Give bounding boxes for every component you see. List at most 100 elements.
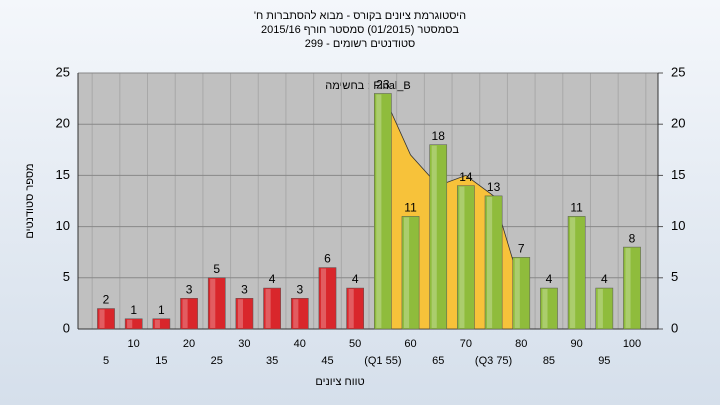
x-tick-label: 80 <box>515 338 527 350</box>
y-tick-label: 15 <box>56 167 70 182</box>
data-label: 4 <box>352 272 359 286</box>
bar <box>290 298 309 330</box>
x-tick-label: (Q3 75) <box>475 355 512 367</box>
y2-tick-label: 5 <box>671 269 678 284</box>
x-tick-label: 40 <box>294 338 306 350</box>
data-label: 7 <box>518 241 525 255</box>
data-label: 3 <box>241 282 248 296</box>
bar <box>374 93 392 330</box>
bar-shine <box>293 299 299 328</box>
bar-shine <box>431 145 437 328</box>
data-label: 4 <box>601 272 608 286</box>
bar <box>124 318 143 330</box>
x-tick-label: 10 <box>128 338 140 350</box>
y-tick-label: 10 <box>56 218 70 233</box>
bar-shine <box>237 299 243 328</box>
data-label: 3 <box>186 282 193 296</box>
x-tick-label: 65 <box>432 355 444 367</box>
data-label: 3 <box>296 282 303 296</box>
x-tick-label: 45 <box>321 355 333 367</box>
bar <box>346 287 364 330</box>
bar-shine <box>625 248 631 328</box>
x-tick-label: 50 <box>349 338 361 350</box>
x-tick-label: (Q1 55) <box>364 355 401 367</box>
bar <box>235 298 254 330</box>
y2-tick-label: 20 <box>671 116 685 131</box>
y-tick-label: 20 <box>56 116 70 131</box>
x-tick-label: 95 <box>598 355 610 367</box>
y-tick-label: 0 <box>63 320 70 335</box>
y-axis-label: מספר סטודנטים <box>24 163 36 238</box>
data-label: 4 <box>546 272 553 286</box>
x-tick-label: 20 <box>183 338 195 350</box>
x-tick-label: 90 <box>571 338 583 350</box>
y2-tick-label: 15 <box>671 167 685 182</box>
bar <box>457 185 475 330</box>
plot-area <box>78 73 658 329</box>
y-tick-label: 25 <box>56 64 70 79</box>
title-line: בסמסטר (01/2015) סמסטר חורף 2015/16 <box>261 24 459 36</box>
x-tick-label: 15 <box>155 355 167 367</box>
bar-shine <box>154 319 160 328</box>
bar-shine <box>570 217 576 328</box>
data-label: 1 <box>130 303 137 317</box>
data-label: 18 <box>432 129 446 143</box>
y2-tick-label: 0 <box>671 320 678 335</box>
bar <box>623 246 641 330</box>
data-label: 11 <box>404 201 417 215</box>
bar <box>540 287 558 330</box>
bar-shine <box>127 319 133 328</box>
bar <box>429 144 448 330</box>
x-tick-label: 25 <box>211 355 223 367</box>
bar-shine <box>210 278 216 328</box>
data-label: 14 <box>459 170 473 184</box>
bar <box>318 267 337 330</box>
data-label: 6 <box>324 252 331 266</box>
bar-shine <box>597 289 603 328</box>
bar-shine <box>182 299 188 328</box>
data-label: 8 <box>629 231 636 245</box>
bar <box>152 318 171 330</box>
annotation: בחשימה : Final_B <box>325 80 410 92</box>
bar-shine <box>486 196 493 328</box>
y-tick-label: 5 <box>63 269 70 284</box>
bar <box>484 195 503 330</box>
bar-shine <box>99 309 105 328</box>
bar <box>401 216 420 330</box>
x-tick-label: 35 <box>266 355 278 367</box>
title-line: היסטוגרמת ציונים בקורס - מבוא להסתברות ח… <box>254 9 466 22</box>
bar-shine <box>403 217 410 328</box>
data-label: 23 <box>376 78 390 92</box>
bar-shine <box>376 94 382 328</box>
x-tick-label: 30 <box>238 338 250 350</box>
bar-shine <box>348 289 354 328</box>
data-label: 2 <box>103 293 110 307</box>
bar <box>207 277 226 330</box>
bar-shine <box>514 258 520 328</box>
data-label: 5 <box>213 262 220 276</box>
x-tick-label: 70 <box>460 338 472 350</box>
y2-tick-label: 25 <box>671 64 685 79</box>
bar <box>567 216 586 330</box>
data-label: 13 <box>487 180 501 194</box>
x-tick-label: 5 <box>103 355 109 367</box>
bar <box>263 287 281 330</box>
bar-shine <box>265 289 271 328</box>
bar-shine <box>320 268 327 328</box>
bar-shine <box>542 289 548 328</box>
bar-shine <box>459 186 465 328</box>
x-axis-label: טווח ציונים <box>315 376 364 388</box>
x-tick-label: 85 <box>543 355 555 367</box>
title-line: סטודנטים רשומים - 299 <box>305 38 416 50</box>
x-tick-label: 100 <box>623 338 641 350</box>
data-label: 11 <box>570 201 583 215</box>
data-label: 4 <box>269 272 276 286</box>
data-label: 1 <box>158 303 165 317</box>
bar <box>180 298 198 330</box>
bar <box>595 287 614 330</box>
x-tick-label: 60 <box>404 338 416 350</box>
bar <box>512 257 531 330</box>
y2-tick-label: 10 <box>671 218 685 233</box>
